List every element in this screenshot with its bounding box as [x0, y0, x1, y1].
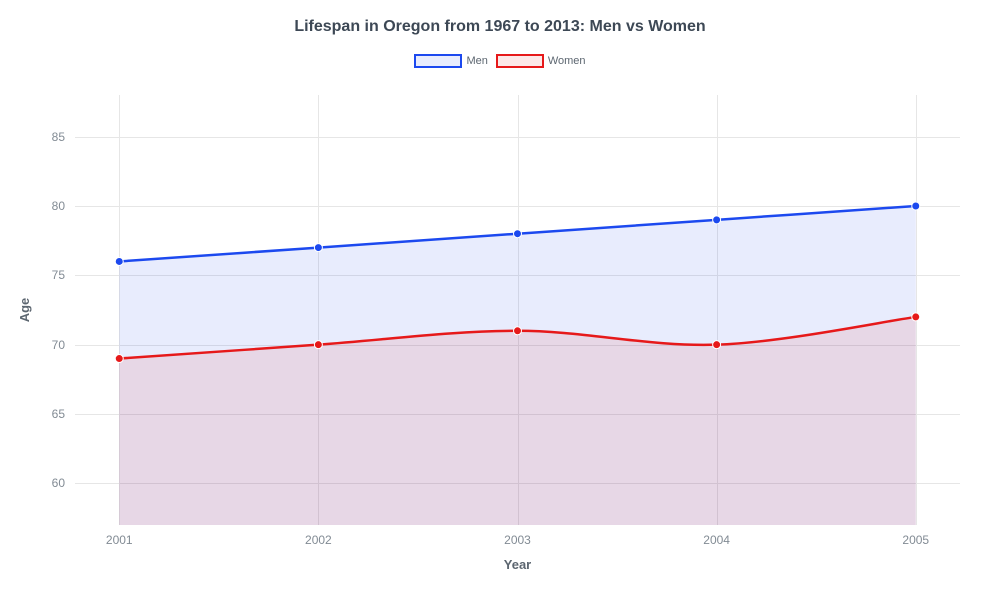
legend: Men Women [0, 54, 1000, 68]
data-point-men[interactable] [514, 230, 522, 238]
legend-swatch-women [496, 54, 544, 68]
data-point-women[interactable] [912, 313, 920, 321]
data-point-men[interactable] [713, 216, 721, 224]
x-tick-label: 2004 [703, 533, 730, 547]
data-point-men[interactable] [912, 202, 920, 210]
chart-container: Lifespan in Oregon from 1967 to 2013: Me… [0, 0, 1000, 600]
x-tick-label: 2005 [902, 533, 929, 547]
data-point-women[interactable] [713, 341, 721, 349]
data-point-women[interactable] [514, 327, 522, 335]
legend-label-women: Women [548, 55, 586, 67]
series-svg [75, 95, 960, 525]
legend-item-men[interactable]: Men [414, 54, 487, 68]
y-tick-label: 70 [52, 338, 65, 352]
data-point-women[interactable] [115, 355, 123, 363]
x-tick-label: 2003 [504, 533, 531, 547]
y-tick-label: 80 [52, 199, 65, 213]
x-tick-label: 2002 [305, 533, 332, 547]
plot-area: Age Year 2001200220032004200560657075808… [75, 95, 960, 525]
data-point-men[interactable] [314, 244, 322, 252]
data-point-women[interactable] [314, 341, 322, 349]
data-point-men[interactable] [115, 257, 123, 265]
legend-item-women[interactable]: Women [496, 54, 586, 68]
x-axis-label: Year [504, 557, 531, 572]
y-tick-label: 60 [52, 476, 65, 490]
y-tick-label: 75 [52, 268, 65, 282]
x-tick-label: 2001 [106, 533, 133, 547]
y-tick-label: 85 [52, 130, 65, 144]
chart-title: Lifespan in Oregon from 1967 to 2013: Me… [0, 0, 1000, 36]
y-tick-label: 65 [52, 407, 65, 421]
y-axis-label: Age [17, 298, 32, 323]
legend-swatch-men [414, 54, 462, 68]
legend-label-men: Men [466, 55, 487, 67]
